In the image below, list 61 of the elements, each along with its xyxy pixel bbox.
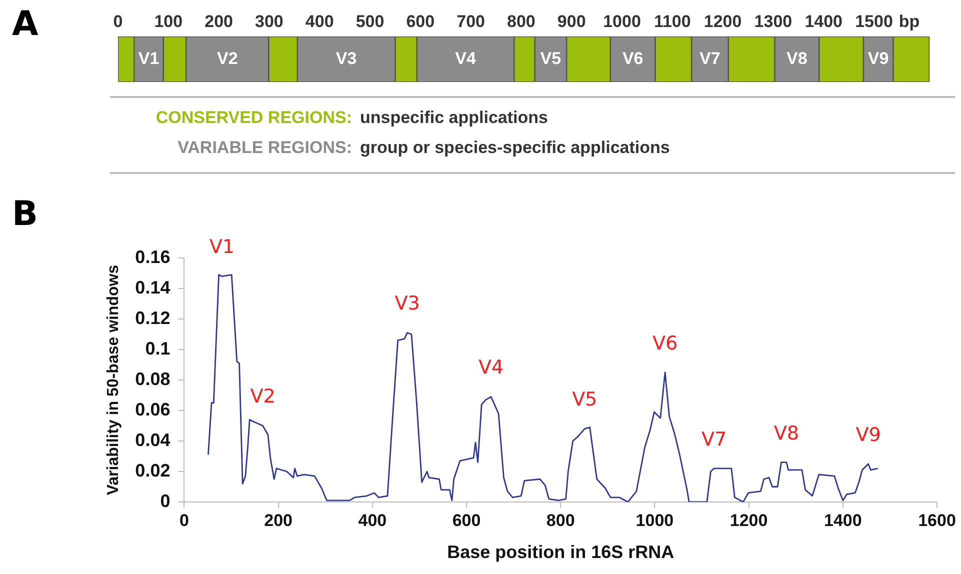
x-tick-label: 900 [557, 12, 586, 31]
chart-title: B [12, 194, 38, 234]
x-tick-label: 400 [305, 12, 334, 31]
y-tick-label: 0.04 [135, 430, 170, 450]
y-tick-label: 0.02 [135, 460, 170, 480]
text: group or species-specific applications [360, 138, 670, 158]
x-tick-label: 1100 [654, 12, 691, 31]
annotation: V3 [394, 292, 420, 315]
y-tick-label: 0.08 [135, 368, 170, 389]
x-tick-label: 1000 [636, 510, 674, 530]
y-axis-title: Variability in 50-base windows [105, 264, 122, 496]
annotation: V2 [250, 386, 276, 408]
x-tick-label: 200 [264, 510, 293, 530]
x-tick-label: 1000 [603, 12, 641, 31]
x-tick-label: 1400 [804, 12, 843, 31]
x-tick-label: 700 [456, 12, 485, 31]
x-tick-label: 0 [180, 510, 189, 530]
series-label: V1 [138, 48, 160, 68]
x-tick-label: 1600 [918, 510, 956, 530]
x-tick-label: 1500 [855, 12, 893, 31]
series-label: V3 [336, 48, 357, 68]
x-tick-label: 400 [358, 510, 387, 530]
y-tick-label: 0.1 [145, 338, 170, 358]
y-tick-label: 0.06 [135, 399, 170, 420]
x-tick-label: 1200 [704, 12, 742, 31]
y-tick-label: 0 [160, 490, 170, 511]
x-tick-label: 800 [507, 12, 536, 31]
x-tick-label: 1400 [824, 510, 862, 530]
text: VARIABLE REGIONS: [178, 138, 352, 158]
x-tick-label: 200 [204, 12, 233, 31]
y-tick-label: 0.16 [135, 246, 170, 267]
annotation: V8 [774, 422, 799, 444]
annotation: V9 [856, 424, 881, 446]
annotation: V4 [478, 356, 504, 379]
x-tick-label: 500 [356, 12, 384, 31]
x-tick-label: 0 [113, 12, 123, 31]
x-tick-label: 800 [546, 510, 575, 530]
annotation: V5 [572, 388, 598, 411]
series-label: V4 [455, 48, 476, 68]
series-label: V5 [540, 48, 562, 68]
x-axis-title: Base position in 16S rRNA [447, 542, 674, 562]
y-tick-label: 0.12 [135, 308, 170, 328]
x-tick-label: 600 [452, 510, 481, 530]
annotation: V7 [701, 428, 727, 450]
x-tick-label: 600 [406, 12, 435, 31]
text: CONSERVED REGIONS: [156, 108, 352, 128]
series-label: V9 [868, 48, 889, 68]
y-tick-label: 0.14 [135, 277, 170, 298]
x-axis-title: bp [898, 12, 920, 31]
annotation: V1 [209, 236, 234, 258]
text: unspecific applications [360, 108, 548, 128]
series-label: V7 [700, 48, 720, 68]
series-label: V6 [622, 48, 644, 68]
x-tick-label: 1300 [754, 12, 792, 31]
x-tick-label: 100 [154, 12, 183, 31]
x-tick-label: 300 [255, 12, 284, 31]
annotation: V6 [652, 332, 678, 354]
series-label: V2 [216, 48, 238, 68]
series-label: V8 [786, 48, 808, 68]
chart-title: A [12, 4, 38, 44]
x-tick-label: 1200 [730, 510, 768, 530]
